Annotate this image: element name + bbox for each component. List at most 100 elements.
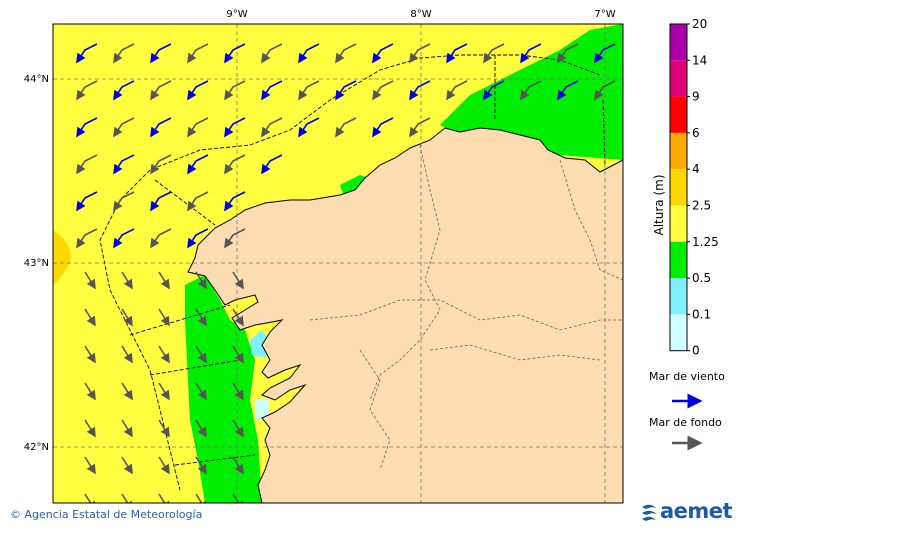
wave-arrow [121, 308, 133, 327]
lon-label-7w: 7°W [594, 9, 615, 20]
wave-arrow [224, 117, 246, 138]
wave-arrow [232, 456, 244, 475]
colorbar-segment [670, 241, 687, 279]
lon-label-8w: 8°W [410, 9, 431, 20]
colorbar-tick-label: 0 [692, 344, 700, 358]
swell-label: Mar de fondo [649, 416, 722, 429]
wave-arrow [187, 228, 209, 249]
colorbar-tick-label: 4 [692, 162, 700, 176]
wave-arrow [121, 271, 133, 290]
wave-arrow [84, 308, 96, 327]
map-frame [52, 23, 624, 504]
colorbar-tick-label: 2.5 [692, 199, 711, 213]
wave-arrow [195, 456, 207, 475]
wave-arrow [113, 191, 135, 212]
colorbar-tick-label: 6 [692, 126, 700, 140]
wave-arrow [158, 456, 170, 475]
wave-arrow [232, 308, 244, 327]
lat-label-42n: 42°N [24, 442, 49, 453]
wave-arrow [224, 43, 246, 64]
wave-arrow [409, 80, 431, 101]
wave-arrow [76, 228, 98, 249]
lat-label-44n: 44°N [24, 74, 49, 85]
wave-arrow [409, 117, 431, 138]
wave-direction-arrows [76, 43, 616, 503]
wave-arrow [298, 80, 320, 101]
wave-arrow [76, 191, 98, 212]
wave-arrow [232, 419, 244, 438]
wave-arrow [84, 456, 96, 475]
wave-arrow [372, 80, 394, 101]
wave-arrow [150, 117, 172, 138]
wave-arrow [520, 43, 542, 64]
aemet-swirl-icon [642, 504, 657, 521]
wave-arrow [113, 228, 135, 249]
wave-arrow [557, 43, 579, 64]
colorbar-segment [670, 132, 687, 170]
wave-arrow [76, 154, 98, 175]
wave-arrow [594, 43, 616, 64]
aemet-logo: aemet [640, 499, 740, 526]
wave-arrow [224, 154, 246, 175]
wave-arrow [84, 382, 96, 401]
wave-arrow [150, 154, 172, 175]
wave-arrow [121, 493, 133, 503]
colorbar-segment [670, 314, 687, 351]
wave-arrow [298, 117, 320, 138]
colorbar-frame [669, 23, 688, 352]
wave-arrow [121, 345, 133, 364]
wave-arrow [121, 382, 133, 401]
wave-arrow [187, 154, 209, 175]
wave-arrow [409, 43, 431, 64]
colorbar: 20 14 9 6 4 2.5 1.25 0.5 0.1 0 [669, 17, 719, 358]
wave-arrow [232, 382, 244, 401]
lat-label-43n: 43°N [24, 258, 49, 269]
wave-arrow [84, 493, 96, 503]
wave-arrow [232, 345, 244, 364]
wave-arrow [195, 419, 207, 438]
wave-arrow [232, 271, 244, 290]
wind-sea-label: Mar de viento [649, 370, 725, 383]
wave-arrow [113, 154, 135, 175]
footer-credit: © Agencia Estatal de Meteorología [10, 508, 203, 521]
aemet-logo-text: aemet [660, 499, 733, 523]
wave-arrow [446, 80, 468, 101]
colorbar-segment [670, 169, 687, 206]
wave-arrow [158, 271, 170, 290]
wave-arrow [261, 154, 283, 175]
wave-arrow [150, 43, 172, 64]
colorbar-segment [670, 60, 687, 97]
colorbar-tick-label: 9 [692, 90, 700, 104]
wave-arrow [520, 80, 542, 101]
wave-arrow [232, 493, 244, 503]
wave-arrow [261, 117, 283, 138]
wave-arrow [158, 419, 170, 438]
wave-arrow [195, 382, 207, 401]
land-galicia [187, 127, 623, 503]
grid-lines [53, 24, 623, 503]
wave-arrow [372, 43, 394, 64]
colorbar-title: Altura (m) [652, 174, 666, 235]
wave-arrow [158, 493, 170, 503]
wave-arrow [84, 271, 96, 290]
wave-arrow [113, 117, 135, 138]
colorbar-segment [670, 24, 687, 61]
wave-arrow [372, 117, 394, 138]
orange-wave-zone [53, 230, 71, 285]
wave-arrow [483, 80, 505, 101]
wave-arrow [224, 80, 246, 101]
wave-arrow [335, 43, 357, 64]
wave-arrow [158, 382, 170, 401]
province-boundaries [309, 144, 623, 471]
colorbar-segment [670, 278, 687, 315]
maritime-zone-boundary [99, 54, 606, 491]
wave-arrow [195, 345, 207, 364]
wave-arrow [76, 117, 98, 138]
colorbar-tick-label: 0.5 [692, 271, 711, 285]
wave-arrow [195, 308, 207, 327]
wave-arrow [298, 43, 320, 64]
colorbar-tick-label: 1.25 [692, 235, 719, 249]
wave-arrow [187, 43, 209, 64]
colorbar-tick-label: 20 [692, 17, 707, 31]
wave-arrow [113, 43, 135, 64]
